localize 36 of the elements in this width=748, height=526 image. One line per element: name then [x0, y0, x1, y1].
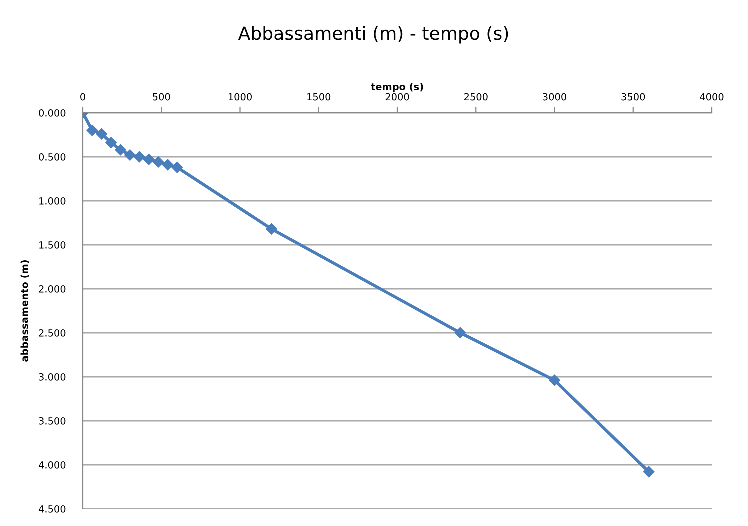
y-tick-label: 1.000 [40, 197, 66, 205]
y-tick-label: 3.000 [39, 373, 66, 381]
x-tick-label: 3500 [622, 93, 646, 101]
x-tick-label: 500 [153, 93, 170, 101]
point [143, 154, 155, 166]
x-tick-label: 2000 [386, 93, 410, 101]
point [106, 137, 117, 149]
x-axis-title: tempo (s) [371, 83, 424, 92]
point [96, 128, 108, 140]
y-tick-label: 4.000 [38, 461, 66, 469]
point [454, 327, 466, 339]
y-tick-label: 0.000 [39, 109, 66, 117]
point [172, 162, 183, 174]
point [134, 151, 146, 163]
chart-title: Abbassamenti (m) - tempo (s) [238, 26, 508, 44]
y-tick-label: 0.500 [39, 153, 66, 161]
point [549, 374, 560, 386]
y-axis-title: abbassamento (m) [20, 260, 30, 362]
x-tick-label: 3000 [543, 93, 566, 101]
point [124, 150, 136, 161]
x-tick-label: 1500 [308, 93, 331, 101]
point [266, 224, 278, 235]
point [152, 156, 164, 168]
point [162, 159, 174, 171]
point [115, 144, 126, 156]
x-tick-label: 2500 [464, 93, 488, 101]
y-tick-label: 4.500 [38, 505, 66, 513]
y-tick-label: 2.000 [39, 285, 66, 293]
x-tick-label: 1000 [228, 93, 252, 101]
point [643, 466, 655, 478]
x-tick-label: 0 [80, 93, 86, 101]
y-tick-label: 1.500 [40, 241, 66, 249]
y-tick-label: 3.500 [39, 417, 66, 425]
y-tick-label: 2.500 [39, 329, 66, 337]
x-tick-label: 4000 [700, 93, 724, 101]
point [86, 124, 98, 136]
